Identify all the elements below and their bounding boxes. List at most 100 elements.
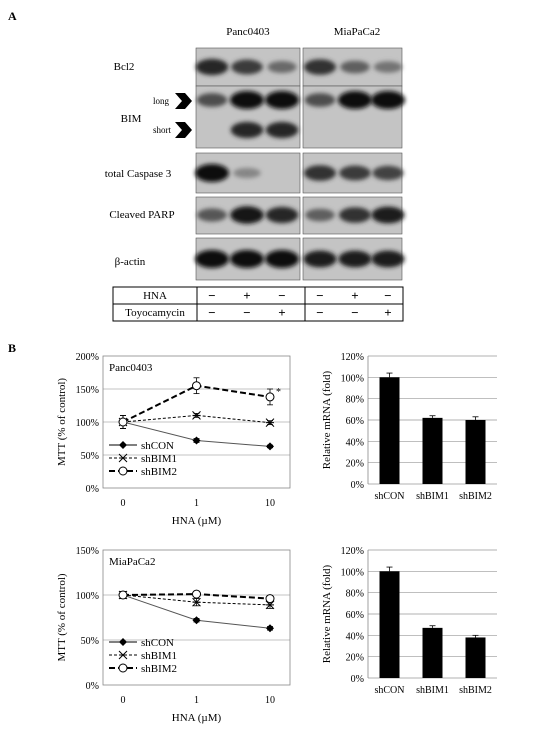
treatment-sign-hna-6: − <box>384 288 391 303</box>
legend-label: shBIM2 <box>141 663 177 675</box>
bar-shcon <box>379 377 400 484</box>
y-tick-label: 0% <box>351 674 364 685</box>
band-bim-long-panc0403-lane-1 <box>196 93 228 107</box>
error-bar <box>472 416 479 420</box>
band-bcl2-miapaca2-lane-1 <box>304 59 336 75</box>
treatment-sign-hna-5: + <box>351 288 358 303</box>
y-tick-label: 120% <box>341 352 364 363</box>
band-bim-short-panc0403-lane-3 <box>265 121 299 139</box>
x-tick-label: shBIM1 <box>416 491 449 502</box>
y-tick-label: 60% <box>346 416 364 427</box>
x-tick-label: 1 <box>194 695 199 706</box>
band-actin-miapaca2-lane-2 <box>338 250 372 268</box>
legend-marker <box>119 638 127 646</box>
y-tick-label: 20% <box>346 459 364 470</box>
band-cleaved-parp-miapaca2-lane-3 <box>371 206 405 224</box>
y-axis-label: Relative mRNA (fold) <box>321 564 333 663</box>
data-point-shbim2 <box>192 381 201 391</box>
y-tick-label: 0% <box>351 480 364 491</box>
legend-entry-shbim1: shBIM1 <box>109 650 177 662</box>
band-actin-panc0403-lane-2 <box>230 250 264 268</box>
legend-label: shBIM2 <box>141 466 177 478</box>
legend-marker <box>119 441 127 449</box>
bim-short-label: short <box>153 125 171 135</box>
data-point-shcon <box>192 616 201 625</box>
y-axis-label: MTT (% of control) <box>56 378 68 466</box>
band-actin-panc0403-lane-1 <box>195 250 229 268</box>
data-point-shbim2 <box>265 594 275 604</box>
band-bcl2-panc0403-lane-1 <box>195 58 229 76</box>
panel-b-letter: B <box>8 341 16 355</box>
treatment-sign-toyocamycin-1: − <box>208 305 215 320</box>
panel-cell-line-label: MiaPaCa2 <box>109 556 155 568</box>
treatment-sign-hna-4: − <box>316 288 323 303</box>
panel-cell-line-label: Panc0403 <box>109 362 153 374</box>
y-tick-label: 120% <box>341 546 364 557</box>
y-tick-label: 20% <box>346 653 364 664</box>
legend-marker <box>118 650 128 660</box>
data-point-shcon <box>192 436 201 445</box>
legend-label: shCON <box>141 440 174 452</box>
treatment-sign-toyocamycin-5: − <box>351 305 358 320</box>
band-cleaved-parp-panc0403-lane-1 <box>197 208 227 222</box>
series-line-shbim1 <box>122 594 271 606</box>
y-tick-label: 150% <box>76 385 99 396</box>
y-axis-label: Relative mRNA (fold) <box>321 370 333 469</box>
treatment-sign-toyocamycin-6: + <box>384 305 391 320</box>
x-tick-label: 1 <box>194 498 199 509</box>
y-tick-label: 60% <box>346 610 364 621</box>
band-total-caspase-3-miapaca2-lane-3 <box>372 165 404 181</box>
legend-label: shCON <box>141 637 174 649</box>
plot-area <box>102 549 291 686</box>
legend-marker <box>118 453 128 463</box>
error-bar <box>429 415 436 418</box>
data-point-shcon <box>266 442 274 451</box>
bar-shbim2 <box>465 637 486 678</box>
error-bar <box>386 372 393 378</box>
chart-mtt-panc0403: 0% 50% 100% 150% 200% 0 1 10 HNA (µM) MTT (% of c… <box>56 352 291 527</box>
y-tick-label: 100% <box>76 591 99 602</box>
protein-label-bim: BIM <box>121 113 142 125</box>
legend-entry-shbim1: shBIM1 <box>109 453 177 465</box>
x-tick-label: shBIM2 <box>459 685 492 696</box>
y-tick-label: 200% <box>76 352 99 363</box>
x-tick-label: 10 <box>265 498 275 509</box>
bar-shcon <box>379 571 400 678</box>
cell-line-label-1: Panc0403 <box>226 26 270 38</box>
legend-entry-shbim2: shBIM2 <box>109 466 177 478</box>
treatment-label-hna: HNA <box>143 290 167 302</box>
y-tick-label: 80% <box>346 589 364 600</box>
bim-short-arrow-icon <box>175 122 192 138</box>
error-bar <box>472 634 479 638</box>
error-bar <box>386 566 393 572</box>
band-total-caspase-3-miapaca2-lane-1 <box>304 165 336 181</box>
bim-long-label: long <box>153 96 170 106</box>
legend-label: shBIM1 <box>141 453 177 465</box>
blot-labels: Bcl2 BIM long short total Caspase 3 Clea… <box>105 61 192 268</box>
x-axis-label: HNA (µM) <box>172 712 222 724</box>
band-cleaved-parp-miapaca2-lane-2 <box>339 207 371 223</box>
data-point-shbim2 <box>118 590 128 600</box>
bim-long-arrow-icon <box>175 93 192 109</box>
band-bim-long-miapaca2-lane-3 <box>371 91 405 109</box>
y-tick-label: 100% <box>76 418 99 429</box>
y-tick-label: 80% <box>346 395 364 406</box>
band-total-caspase-3-miapaca2-lane-2 <box>339 165 371 181</box>
cell-line-label-2: MiaPaCa2 <box>334 26 380 38</box>
treatment-label-toyocamycin: Toyocamycin <box>125 307 185 319</box>
bar-shbim1 <box>422 417 443 484</box>
y-tick-label: 50% <box>81 451 99 462</box>
x-tick-label: shCON <box>374 685 404 696</box>
x-tick-label: shCON <box>374 491 404 502</box>
band-total-caspase-3-panc0403-lane-2 <box>233 167 261 179</box>
data-point-shbim1 <box>265 600 275 610</box>
y-tick-label: 100% <box>341 567 364 578</box>
band-actin-miapaca2-lane-1 <box>303 250 337 268</box>
data-point-shbim1 <box>265 418 275 428</box>
chart-mrna-panc0403: 0% 20% 40% 60% 80% 100% 120% shCON shBIM1 shBIM2 R… <box>321 352 497 502</box>
band-bcl2-miapaca2-lane-2 <box>340 60 370 74</box>
band-total-caspase-3-panc0403-lane-1 <box>195 164 229 182</box>
treatment-sign-toyocamycin-4: − <box>316 305 323 320</box>
treatment-sign-toyocamycin-2: − <box>243 305 250 320</box>
data-point-shbim1 <box>192 597 201 607</box>
